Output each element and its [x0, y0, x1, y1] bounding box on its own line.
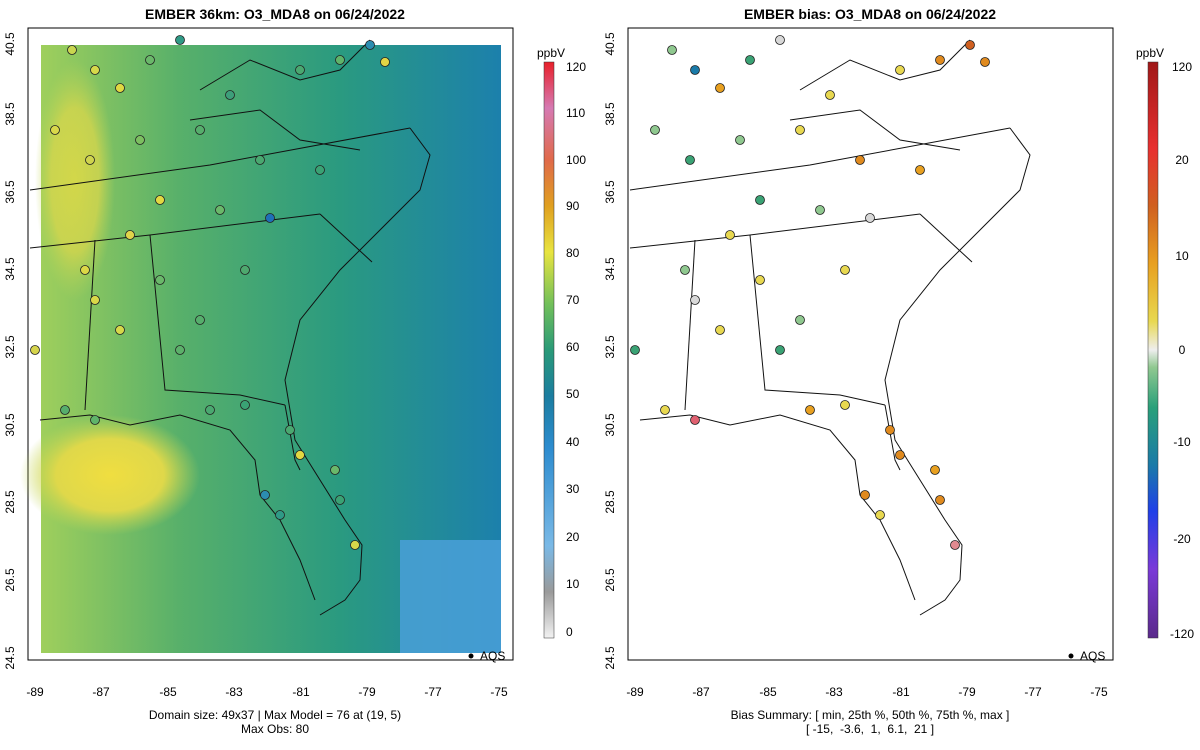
left-footer-max-obs: Max Obs: 80 [240, 722, 310, 736]
observation-sites [30, 35, 390, 550]
left-x-tick: -79 [358, 685, 376, 699]
state-boundaries [29, 39, 431, 616]
left-colorbar-tick: 120 [566, 60, 586, 74]
right-y-tick: 24.5 [603, 646, 617, 670]
right-y-tick: 26.5 [603, 568, 617, 592]
left-colorbar-ticks: 0 10 20 30 40 50 60 70 80 90 100 110 120 [566, 60, 586, 639]
left-y-tick: 36.5 [3, 180, 17, 204]
right-colorbar-unit: ppbV [1136, 46, 1164, 60]
right-colorbar-tick: -20 [1173, 532, 1191, 546]
left-y-tick: 40.5 [3, 32, 17, 56]
left-y-tick: 28.5 [3, 490, 17, 514]
right-colorbar-ticks: -120 -20 -10 0 10 20 120 [1170, 60, 1194, 641]
right-x-tick: -81 [892, 685, 910, 699]
left-aqs-legend-label: AQS [480, 649, 505, 663]
right-colorbar-tick: 120 [1172, 60, 1192, 74]
left-colorbar-tick: 50 [566, 387, 580, 401]
right-y-tick: 30.5 [603, 413, 617, 437]
right-y-tick: 28.5 [603, 490, 617, 514]
left-colorbar-tick: 90 [566, 199, 580, 213]
left-map: AQS ppbV 0 10 20 30 40 50 60 70 80 90 10… [3, 27, 586, 699]
left-y-tick: 38.5 [3, 102, 17, 126]
left-y-ticks: 24.5 26.5 28.5 30.5 32.5 34.5 36.5 38.5 … [3, 32, 17, 670]
left-colorbar [543, 61, 555, 639]
right-colorbar-tick: 20 [1175, 153, 1189, 167]
right-plot-frame [627, 27, 1114, 661]
left-x-tick: -77 [424, 685, 442, 699]
right-colorbar-tick: -120 [1170, 627, 1194, 641]
bias-sites [630, 35, 990, 550]
right-aqs-legend-marker [1068, 653, 1074, 659]
left-colorbar-tick: 110 [566, 106, 585, 120]
bias-summary-header: Bias Summary: [ min, 25th %, 50th %, 75t… [730, 708, 1010, 722]
right-map: AQS ppbV -120 -20 -10 0 10 20 120 -89 -8… [603, 27, 1194, 699]
right-y-tick: 40.5 [603, 32, 617, 56]
left-y-tick: 26.5 [3, 568, 17, 592]
left-colorbar-tick: 40 [566, 435, 580, 449]
right-y-tick: 32.5 [603, 335, 617, 359]
bias-summary-values: [ -15, -3.6, 1, 6.1, 21 ] [805, 722, 935, 736]
right-x-tick: -77 [1024, 685, 1042, 699]
aqs-legend-marker [468, 653, 474, 659]
left-colorbar-tick: 10 [566, 577, 580, 591]
left-footer: Domain size: 49x37 | Max Model = 76 at (… [30, 708, 520, 736]
left-colorbar-tick: 70 [566, 293, 580, 307]
left-colorbar-tick: 100 [566, 153, 586, 167]
right-footer: Bias Summary: [ min, 25th %, 50th %, 75t… [625, 708, 1115, 736]
right-y-tick: 34.5 [603, 257, 617, 281]
right-y-tick: 38.5 [603, 102, 617, 126]
left-colorbar-tick: 30 [566, 482, 580, 496]
right-panel-title: EMBER bias: O3_MDA8 on 06/24/2022 [743, 6, 997, 22]
left-colorbar-tick: 20 [566, 530, 580, 544]
left-panel-title: EMBER 36km: O3_MDA8 on 06/24/2022 [145, 6, 405, 22]
right-x-tick: -83 [825, 685, 843, 699]
left-y-tick: 34.5 [3, 257, 17, 281]
right-colorbar-tick: 0 [1179, 343, 1186, 357]
right-colorbar-tick: 10 [1175, 249, 1189, 263]
left-colorbar-tick: 60 [566, 340, 580, 354]
model-hotspot-gulf [20, 415, 200, 535]
right-state-boundaries [629, 39, 1031, 616]
right-y-tick: 36.5 [603, 180, 617, 204]
right-x-tick: -79 [958, 685, 976, 699]
model-field-ocean-south [400, 540, 501, 653]
left-y-tick: 32.5 [3, 335, 17, 359]
left-x-tick: -89 [26, 685, 44, 699]
right-x-tick: -89 [626, 685, 644, 699]
right-colorbar-tick: -10 [1173, 435, 1191, 449]
left-colorbar-unit: ppbV [537, 46, 565, 60]
right-x-tick: -85 [759, 685, 777, 699]
left-y-tick: 24.5 [3, 646, 17, 670]
left-colorbar-tick: 0 [566, 625, 573, 639]
left-y-tick: 30.5 [3, 413, 17, 437]
left-x-ticks: -89 -87 -85 -83 -81 -79 -77 -75 [26, 685, 508, 699]
right-colorbar [1147, 61, 1159, 639]
left-x-tick: -81 [292, 685, 310, 699]
left-colorbar-tick: 80 [566, 246, 580, 260]
left-x-tick: -87 [92, 685, 110, 699]
left-x-tick: -85 [159, 685, 177, 699]
right-aqs-legend-label: AQS [1080, 649, 1105, 663]
right-y-ticks: 24.5 26.5 28.5 30.5 32.5 34.5 36.5 38.5 … [603, 32, 617, 670]
right-x-tick: -75 [1090, 685, 1108, 699]
left-footer-domain: Domain size: 49x37 | Max Model = 76 at (… [148, 708, 402, 722]
right-x-tick: -87 [692, 685, 710, 699]
left-x-tick: -75 [490, 685, 508, 699]
right-x-ticks: -89 -87 -85 -83 -81 -79 -77 -75 [626, 685, 1108, 699]
left-x-tick: -83 [225, 685, 243, 699]
